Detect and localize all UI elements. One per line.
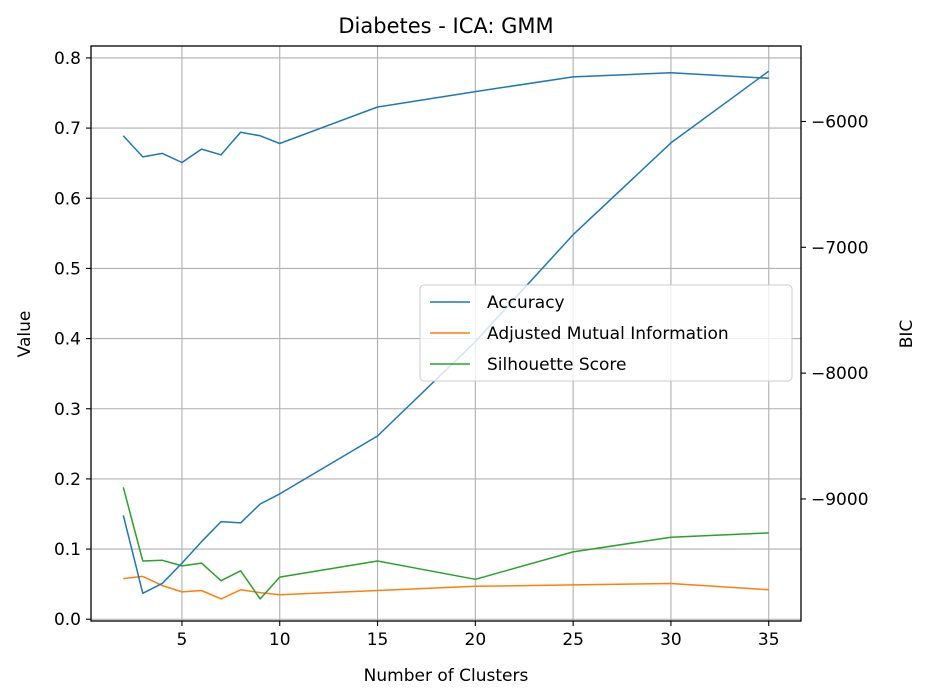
legend-label-silhouette-score: Silhouette Score — [487, 355, 626, 375]
bic-line — [122, 70, 770, 595]
x-tick-label: 20 — [465, 630, 487, 650]
axis-ticks: 5 10 15 20 25 30 35 0.0 0.1 0.2 0.3 0.4 0.5 0.6 0.7 0.8… — [54, 49, 869, 650]
x-tick-label: 15 — [367, 630, 389, 650]
y-tick-label: 0.8 — [54, 49, 81, 69]
chart-title: Diabetes - ICA: GMM — [338, 14, 553, 38]
y-tick-label: 0.4 — [54, 330, 81, 350]
adjusted-mutual-information-line — [123, 575, 769, 600]
x-tick-label: 35 — [758, 630, 780, 650]
y-tick-label: 0.1 — [54, 540, 81, 560]
legend-items: Accuracy Adjusted Mutual Information Silho… — [430, 293, 729, 375]
y-tick-label: 0.5 — [54, 259, 81, 279]
y-tick-label: 0.7 — [54, 119, 81, 139]
y-tick-label: 0.3 — [54, 400, 81, 420]
legend: Accuracy Adjusted Mutual Information Silho… — [419, 284, 793, 382]
x-tick-label: 25 — [562, 630, 584, 650]
y-tick-label: 0.0 — [54, 610, 81, 630]
y2-tick-label: −6000 — [811, 112, 869, 132]
grid — [91, 46, 801, 621]
y-tick-label: 0.6 — [54, 189, 81, 209]
x-tick-label: 10 — [269, 630, 291, 650]
plot-frame — [90, 45, 802, 622]
y2-tick-label: −9000 — [811, 490, 869, 510]
y2-axis-label: BIC — [897, 320, 917, 349]
y-axis-label: Value — [15, 311, 35, 358]
x-axis-label: Number of Clusters — [364, 666, 529, 686]
legend-label-adjusted-mutual-information: Adjusted Mutual Information — [487, 324, 729, 344]
y2-tick-label: −7000 — [811, 238, 869, 258]
silhouette-score-line — [122, 487, 769, 600]
x-tick-label: 30 — [660, 630, 682, 650]
legend-box — [419, 284, 793, 382]
accuracy-line — [122, 71, 769, 164]
x-tick-label: 5 — [177, 630, 188, 650]
y2-tick-label: −8000 — [811, 364, 869, 384]
series-lines — [122, 70, 770, 600]
legend-label-accuracy: Accuracy — [487, 293, 565, 313]
y-tick-label: 0.2 — [54, 470, 81, 490]
